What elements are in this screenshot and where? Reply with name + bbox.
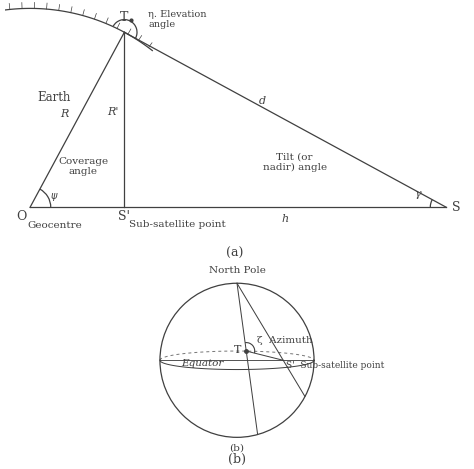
- Text: Equator: Equator: [181, 359, 224, 369]
- Text: Earth: Earth: [37, 91, 70, 105]
- Text: S: S: [452, 201, 460, 214]
- Text: d: d: [259, 96, 266, 106]
- Text: S': S': [118, 210, 130, 223]
- Text: $\psi$: $\psi$: [50, 191, 58, 203]
- Text: North Pole: North Pole: [209, 266, 265, 275]
- Text: O: O: [16, 210, 27, 223]
- Text: (b): (b): [229, 444, 245, 453]
- Text: T: T: [234, 345, 242, 356]
- Text: Coverage
angle: Coverage angle: [58, 157, 108, 176]
- Text: (b): (b): [228, 453, 246, 466]
- Text: R': R': [107, 107, 118, 117]
- Text: γ: γ: [415, 189, 421, 199]
- Text: η. Elevation
angle: η. Elevation angle: [148, 10, 207, 29]
- Text: T: T: [120, 11, 128, 24]
- Text: R: R: [60, 109, 69, 120]
- Text: h: h: [282, 214, 289, 224]
- Text: (a): (a): [226, 247, 244, 260]
- Text: Tilt (or
nadir) angle: Tilt (or nadir) angle: [263, 153, 327, 173]
- Text: ζ  Azimuth: ζ Azimuth: [257, 336, 313, 345]
- Text: Geocentre: Geocentre: [28, 221, 82, 230]
- Text: S'  Sub-satellite point: S' Sub-satellite point: [286, 361, 385, 370]
- Text: Sub-satellite point: Sub-satellite point: [129, 219, 226, 229]
